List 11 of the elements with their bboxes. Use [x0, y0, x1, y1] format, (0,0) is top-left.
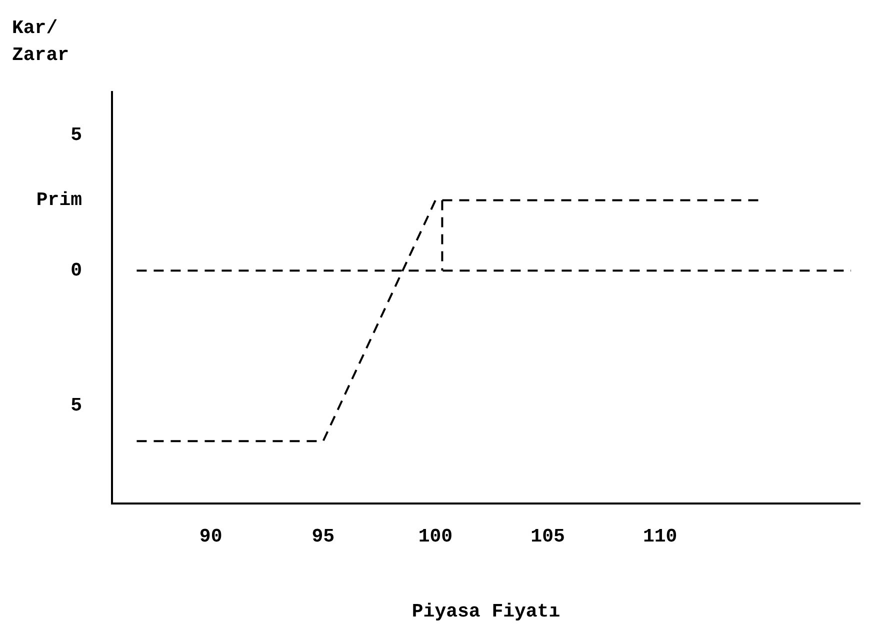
y-tick-label: Prim	[36, 189, 82, 212]
x-tick-label: 110	[642, 526, 678, 548]
x-tick-label: 95	[312, 526, 335, 548]
x-axis-title: Piyasa Fiyatı	[412, 600, 560, 622]
y-axis-title: Kar/ Zarar	[12, 16, 70, 66]
y-tick-label: 0	[70, 259, 82, 282]
y-tick-label: 5	[70, 124, 82, 146]
x-tick-label: 100	[418, 526, 453, 548]
x-tick-label: 105	[530, 526, 565, 548]
y-tick-label: 5	[70, 394, 82, 417]
x-tick-label: 90	[199, 526, 222, 548]
